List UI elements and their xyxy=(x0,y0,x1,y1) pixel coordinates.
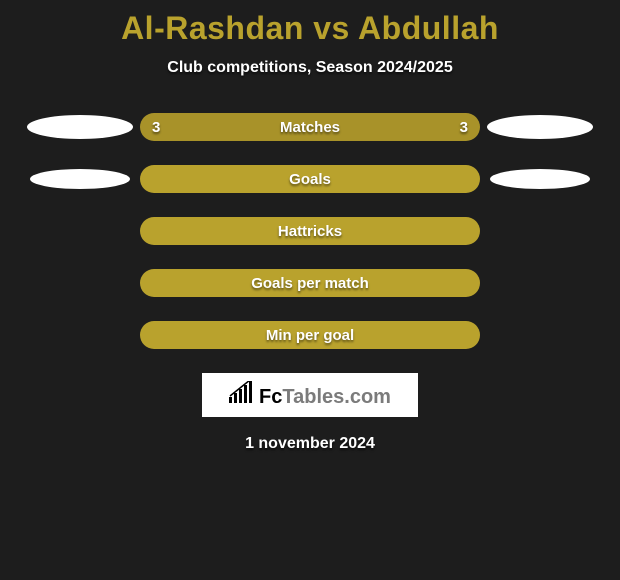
attribution-box: FcTables.com xyxy=(202,373,418,417)
stat-row-hattricks: Hattricks xyxy=(0,217,620,245)
bars-icon xyxy=(229,381,255,408)
attribution-logo: FcTables.com xyxy=(229,381,391,409)
stat-bar-goals-per-match: Goals per match xyxy=(140,269,480,297)
left-ellipse-icon xyxy=(27,115,133,139)
stat-label: Goals xyxy=(140,171,480,188)
stat-bar-matches: 3 Matches 3 xyxy=(140,113,480,141)
attribution-text: FcTables.com xyxy=(259,386,391,409)
left-ellipse-slot xyxy=(20,169,140,189)
stat-bar-hattricks: Hattricks xyxy=(140,217,480,245)
page-title: Al-Rashdan vs Abdullah xyxy=(0,0,620,47)
bars-icon-group xyxy=(229,381,252,403)
attribution-text-right: Tables.com xyxy=(282,386,391,408)
stat-bar-goals: Goals xyxy=(140,165,480,193)
stat-label: Goals per match xyxy=(140,275,480,292)
stat-bar-min-per-goal: Min per goal xyxy=(140,321,480,349)
stat-row-matches: 3 Matches 3 xyxy=(0,113,620,141)
stat-row-goals: Goals xyxy=(0,165,620,193)
right-ellipse-icon xyxy=(490,169,590,189)
footer-date: 1 november 2024 xyxy=(0,435,620,453)
stat-label: Matches xyxy=(140,119,480,136)
stat-rows: 3 Matches 3 Goals xyxy=(0,113,620,349)
right-ellipse-slot xyxy=(480,115,600,139)
stat-right-value: 3 xyxy=(460,119,468,136)
stats-card: Al-Rashdan vs Abdullah Club competitions… xyxy=(0,0,620,580)
stat-row-min-per-goal: Min per goal xyxy=(0,321,620,349)
right-ellipse-slot xyxy=(480,169,600,189)
stat-label: Hattricks xyxy=(140,223,480,240)
stat-row-goals-per-match: Goals per match xyxy=(0,269,620,297)
page-subtitle: Club competitions, Season 2024/2025 xyxy=(0,59,620,77)
left-ellipse-icon xyxy=(30,169,130,189)
left-ellipse-slot xyxy=(20,115,140,139)
attribution-text-left: Fc xyxy=(259,386,282,408)
stat-label: Min per goal xyxy=(140,327,480,344)
right-ellipse-icon xyxy=(487,115,593,139)
